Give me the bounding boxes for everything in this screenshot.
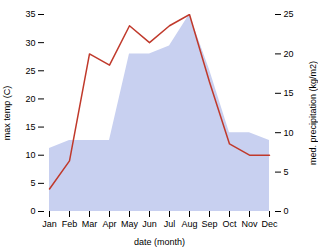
svg-text:0: 0 bbox=[284, 206, 289, 216]
svg-text:Jul: Jul bbox=[164, 219, 176, 229]
svg-text:Aug: Aug bbox=[181, 219, 197, 229]
svg-text:25: 25 bbox=[284, 9, 294, 19]
svg-text:Sep: Sep bbox=[201, 219, 217, 229]
svg-text:15: 15 bbox=[284, 88, 294, 98]
svg-text:10: 10 bbox=[25, 150, 35, 160]
svg-text:Jun: Jun bbox=[142, 219, 157, 229]
svg-text:20: 20 bbox=[284, 49, 294, 59]
svg-text:Oct: Oct bbox=[222, 219, 237, 229]
svg-text:10: 10 bbox=[284, 128, 294, 138]
svg-text:Dec: Dec bbox=[261, 219, 278, 229]
svg-text:May: May bbox=[121, 219, 139, 229]
svg-text:35: 35 bbox=[25, 9, 35, 19]
svg-text:date (month): date (month) bbox=[134, 237, 185, 247]
svg-text:25: 25 bbox=[25, 66, 35, 76]
svg-text:5: 5 bbox=[30, 178, 35, 188]
svg-text:0: 0 bbox=[30, 206, 35, 216]
svg-text:Apr: Apr bbox=[102, 219, 116, 229]
svg-text:15: 15 bbox=[25, 122, 35, 132]
svg-text:Jan: Jan bbox=[42, 219, 57, 229]
svg-text:Mar: Mar bbox=[82, 219, 98, 229]
svg-text:max temp (C): max temp (C) bbox=[2, 86, 12, 141]
svg-text:Nov: Nov bbox=[241, 219, 258, 229]
svg-text:Feb: Feb bbox=[62, 219, 78, 229]
svg-text:med. precipitation (kg/m2): med. precipitation (kg/m2) bbox=[308, 61, 318, 165]
svg-text:5: 5 bbox=[284, 167, 289, 177]
svg-text:20: 20 bbox=[25, 94, 35, 104]
svg-text:30: 30 bbox=[25, 38, 35, 48]
